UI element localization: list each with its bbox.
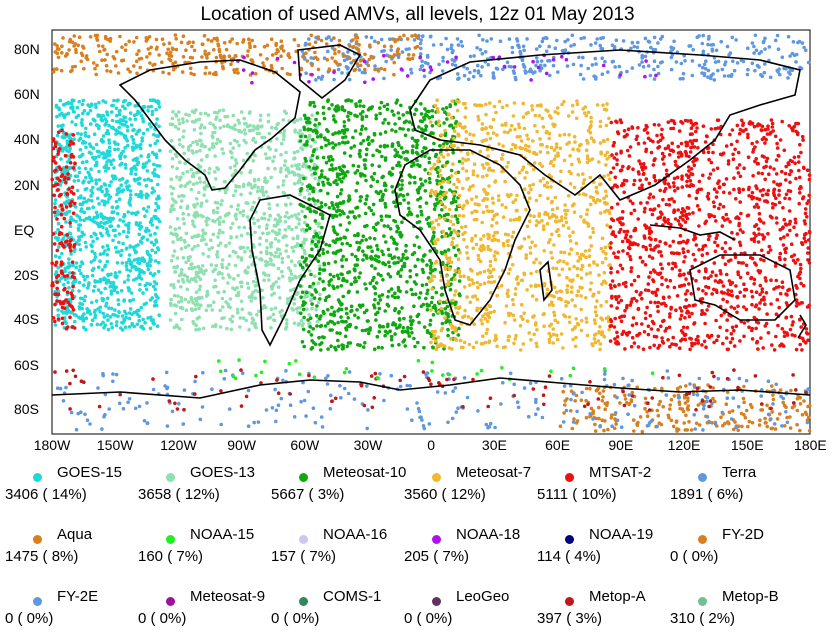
legend-marker [166,473,175,482]
legend-count: 0 ( 0%) [271,610,319,627]
x-tick-label: 120W [160,437,197,453]
legend-label: GOES-15 [57,464,122,481]
legend-marker [432,597,441,606]
legend-marker [432,473,441,482]
legend-label: Meteosat-10 [323,464,406,481]
legend-marker [565,535,574,544]
x-tick-label: 150E [731,437,764,453]
legend-count: 5111 ( 10%) [537,486,617,503]
x-tick-label: 30W [354,437,383,453]
legend-label: Meteosat-7 [456,464,531,481]
y-tick-label: 40N [14,131,50,147]
legend-count: 3406 ( 14%) [5,486,87,503]
legend-label: NOAA-19 [589,526,653,543]
legend-marker [299,473,308,482]
legend-marker [565,473,574,482]
map-canvas [0,0,835,460]
legend-label: LeoGeo [456,588,509,605]
legend-label: NOAA-16 [323,526,387,543]
legend-count: 397 ( 3%) [537,610,602,627]
legend-marker [299,535,308,544]
legend-label: Metop-B [722,588,779,605]
legend-count: 0 ( 0%) [138,610,186,627]
legend-label: MTSAT-2 [589,464,651,481]
legend-label: FY-2D [722,526,764,543]
y-tick-label: 60N [14,86,50,102]
legend-marker [698,535,707,544]
y-tick-label: 40S [14,311,50,327]
x-tick-label: 180W [34,437,71,453]
legend-marker [565,597,574,606]
x-tick-label: 180E [794,437,827,453]
legend-marker [698,597,707,606]
x-tick-label: 30E [482,437,507,453]
x-tick-label: 90W [227,437,256,453]
legend-marker [33,535,42,544]
legend-label: FY-2E [57,588,98,605]
y-tick-label: 20S [14,267,50,283]
y-tick-label: 60S [14,357,50,373]
legend-count: 160 ( 7%) [138,548,203,565]
legend-count: 157 ( 7%) [271,548,336,565]
x-tick-label: 120E [668,437,701,453]
x-tick-label: 90E [608,437,633,453]
legend-count: 0 ( 0%) [404,610,452,627]
legend-label: GOES-13 [190,464,255,481]
legend-marker [33,597,42,606]
y-tick-label: 80S [14,401,50,417]
legend-count: 3560 ( 12%) [404,486,486,503]
y-tick-label: 20N [14,177,50,193]
legend-label: Aqua [57,526,92,543]
legend-label: COMS-1 [323,588,381,605]
legend-count: 3658 ( 12%) [138,486,220,503]
legend-count: 1891 ( 6%) [670,486,743,503]
legend-label: Terra [722,464,756,481]
x-tick-label: 150W [97,437,134,453]
legend-marker [33,473,42,482]
legend-count: 5667 ( 3%) [271,486,344,503]
legend-marker [698,473,707,482]
legend-marker [166,597,175,606]
legend-label: NOAA-18 [456,526,520,543]
legend-count: 0 ( 0%) [5,610,53,627]
legend-marker [432,535,441,544]
legend-marker [166,535,175,544]
x-tick-label: 0 [427,437,435,453]
legend-count: 114 ( 4%) [537,548,601,565]
legend-label: NOAA-15 [190,526,254,543]
legend-count: 0 ( 0%) [670,548,718,565]
legend-count: 310 ( 2%) [670,610,735,627]
legend-count: 1475 ( 8%) [5,548,78,565]
legend-marker [299,597,308,606]
legend-label: Metop-A [589,588,646,605]
y-tick-label: 80N [14,41,50,57]
y-tick-label: EQ [14,222,50,238]
x-tick-label: 60W [290,437,319,453]
legend-count: 205 ( 7%) [404,548,469,565]
x-tick-label: 60E [545,437,570,453]
legend-label: Meteosat-9 [190,588,265,605]
